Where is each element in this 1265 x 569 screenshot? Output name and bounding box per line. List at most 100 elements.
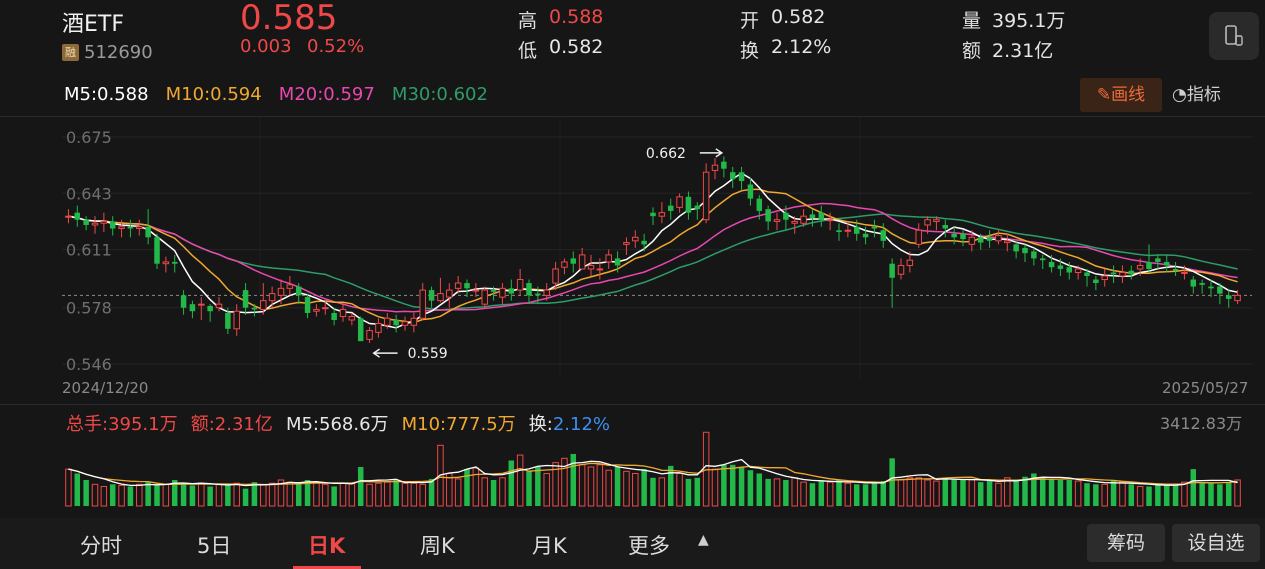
candle	[207, 304, 213, 322]
volume-bar	[109, 484, 116, 506]
tab-5day[interactable]: 5日	[197, 534, 232, 558]
candle	[198, 297, 205, 321]
candle	[765, 205, 771, 231]
volume-bar	[1172, 484, 1179, 506]
candle-body	[154, 237, 160, 264]
candle	[215, 297, 223, 312]
draw-line-label: 画线	[1111, 85, 1146, 105]
candle	[676, 193, 683, 213]
candle	[915, 223, 922, 248]
candle-body	[189, 304, 196, 312]
candlestick-chart[interactable]: 0.675 0.643 0.611 0.578 0.546 0.662 0.559	[0, 117, 1265, 407]
candle	[225, 307, 231, 335]
candle	[968, 230, 976, 252]
volume-bar	[694, 477, 701, 506]
tab-intraday[interactable]: 分时	[80, 534, 122, 558]
indicator-button[interactable]: ◔指标	[1172, 80, 1221, 105]
candle-body	[410, 317, 418, 326]
candle	[650, 207, 656, 225]
volume-bar	[251, 482, 258, 506]
volume-bar	[375, 482, 382, 507]
candle-body	[596, 268, 604, 271]
volume-bar	[1217, 484, 1223, 506]
candle	[1199, 279, 1205, 294]
candle	[552, 261, 559, 291]
candle-body	[286, 284, 294, 289]
volume-bar	[145, 482, 151, 506]
low-annotation: 0.559	[408, 346, 448, 362]
tab-daily-k[interactable]: 日K	[308, 534, 346, 558]
candle-body	[83, 219, 89, 225]
volume-bar	[162, 483, 170, 507]
volume-bar	[889, 458, 895, 506]
candle	[942, 219, 949, 238]
candle	[74, 205, 81, 227]
draw-line-button[interactable]: ✎画线	[1080, 78, 1162, 112]
volume-bar	[100, 485, 108, 507]
candle	[1013, 240, 1019, 259]
candle-body	[109, 221, 116, 229]
orientation-button[interactable]	[1209, 12, 1259, 60]
chips-button[interactable]: 筹码	[1087, 524, 1165, 562]
volume-bar	[1234, 479, 1241, 507]
candle	[65, 209, 72, 224]
volume-bar	[570, 453, 577, 506]
candle-body	[933, 219, 940, 222]
ma20-line	[68, 202, 1238, 313]
ma10-value: M10:0.594	[165, 84, 262, 105]
candle	[667, 198, 674, 220]
candle	[268, 286, 276, 308]
candle	[516, 268, 524, 296]
volume-bar	[286, 481, 294, 507]
candle-body	[1074, 268, 1082, 273]
volume-bar	[641, 469, 647, 506]
candle-body	[1146, 261, 1152, 269]
candle-body	[419, 289, 426, 319]
volume-bar	[207, 486, 213, 506]
volume-bar	[1225, 482, 1232, 506]
candle-body	[871, 226, 878, 229]
candle	[154, 233, 160, 269]
tab-weekly-k[interactable]: 周K	[420, 534, 455, 558]
add-watchlist-button[interactable]: 设自选	[1172, 524, 1260, 562]
low-value: 0.582	[549, 36, 604, 58]
candle	[1048, 254, 1055, 273]
volume-bar	[773, 478, 781, 507]
volume-chart[interactable]	[0, 430, 1265, 510]
candle-body	[1013, 244, 1019, 252]
volume-bar	[1093, 484, 1099, 506]
caret-up-icon[interactable]: ▲	[698, 532, 709, 548]
candle	[543, 283, 550, 301]
tab-more[interactable]: 更多	[628, 534, 670, 558]
ma30-value: M30:0.602	[391, 84, 488, 105]
candle-body	[747, 184, 754, 199]
candle-body	[1031, 251, 1037, 259]
candle	[393, 314, 399, 333]
candle-body	[711, 164, 719, 171]
tab-monthly-k[interactable]: 月K	[532, 534, 567, 558]
candle	[1039, 254, 1046, 269]
candle	[1208, 279, 1214, 298]
candle-body	[1225, 295, 1232, 299]
candle-body	[915, 229, 922, 245]
volume-bar	[339, 482, 347, 507]
candle-body	[623, 242, 630, 245]
volume-bar	[738, 466, 745, 506]
volume-bar	[348, 482, 356, 507]
candle-body	[162, 261, 170, 265]
candle	[862, 226, 869, 245]
candle-body	[100, 220, 108, 224]
volume-bar	[464, 469, 470, 506]
candle-body	[339, 308, 347, 317]
candle-body	[472, 289, 480, 292]
volume-bar	[1190, 469, 1197, 506]
y-tick-label: 0.578	[66, 299, 112, 318]
candle	[1093, 276, 1099, 291]
candle-body	[260, 300, 267, 310]
phone-switch-icon	[1225, 25, 1243, 46]
candle	[702, 163, 710, 224]
volume-bar	[313, 481, 320, 507]
candle	[251, 304, 258, 317]
candle-body	[233, 310, 240, 330]
volume-bar	[454, 478, 462, 507]
